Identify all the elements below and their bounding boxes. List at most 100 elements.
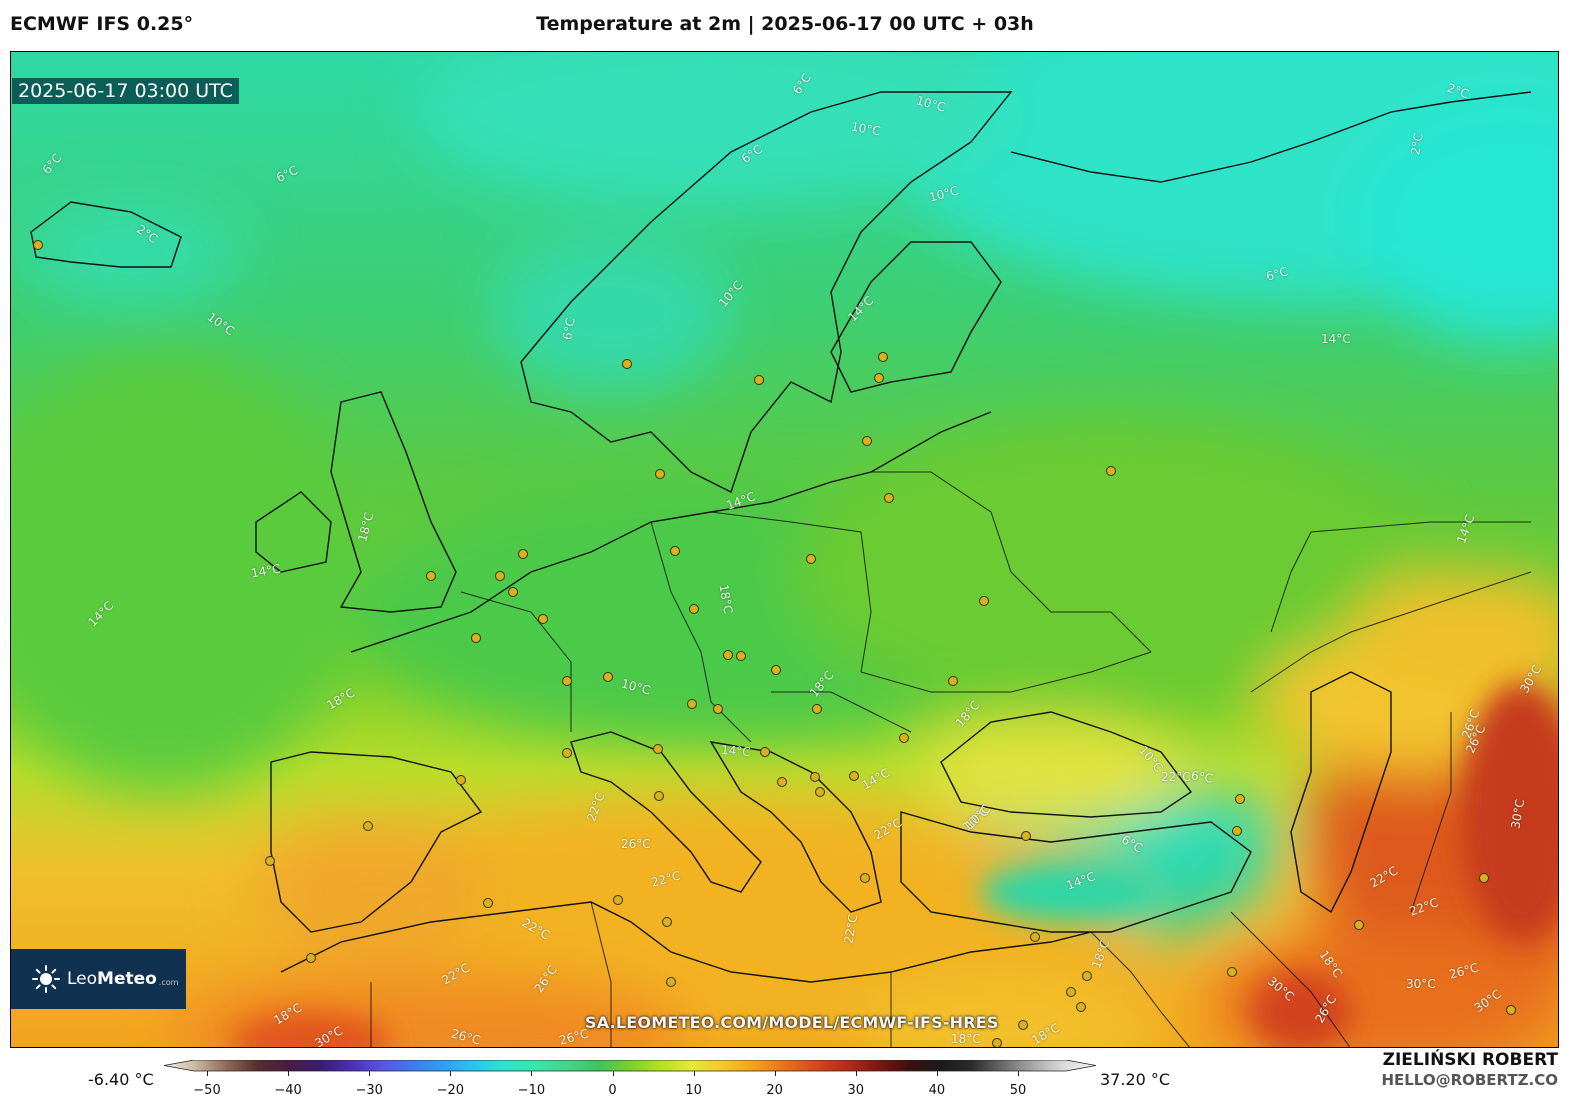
colorbar-tick-label: 30 bbox=[847, 1083, 865, 1098]
colorbar-tick-mark bbox=[288, 1071, 290, 1076]
valid-time-badge: 2025-06-17 03:00 UTC bbox=[12, 78, 239, 104]
city-marker bbox=[1030, 932, 1040, 942]
city-marker bbox=[992, 1038, 1002, 1047]
borders bbox=[370, 471, 1532, 1047]
colorbar-tick-label: 20 bbox=[766, 1083, 783, 1098]
colorbar-min-label: -6.40 °C bbox=[88, 1070, 154, 1089]
contour-label: 26°C bbox=[621, 837, 651, 851]
city-marker bbox=[306, 953, 316, 963]
colorbar-tick-label: −30 bbox=[355, 1083, 383, 1098]
city-marker bbox=[518, 549, 528, 559]
city-marker bbox=[1479, 873, 1489, 883]
colorbar-max-label: 37.20 °C bbox=[1100, 1070, 1171, 1089]
city-marker bbox=[1232, 826, 1242, 836]
city-marker bbox=[860, 873, 870, 883]
colorbar-tick-mark bbox=[369, 1071, 371, 1076]
city-marker bbox=[33, 240, 43, 250]
model-name: ECMWF IFS 0.25° bbox=[10, 13, 194, 35]
city-marker bbox=[771, 665, 781, 675]
colorbar-tick-mark bbox=[1018, 1071, 1019, 1076]
city-marker bbox=[654, 791, 664, 801]
city-marker bbox=[622, 359, 632, 369]
city-marker bbox=[713, 704, 723, 714]
temperature-map: 2025-06-17 03:00 UTC 6°C 6°C 2°C 10°C 10… bbox=[10, 51, 1559, 1048]
temperature-field bbox=[11, 52, 1558, 1047]
colorbar-tick-mark bbox=[531, 1071, 533, 1076]
colorbar-tick-mark bbox=[207, 1071, 208, 1076]
city-marker bbox=[666, 977, 676, 987]
colorbar-tick-mark bbox=[693, 1071, 695, 1076]
city-marker bbox=[815, 787, 825, 797]
city-marker bbox=[1354, 920, 1364, 930]
city-marker bbox=[1106, 466, 1116, 476]
colorbar-tick-label: −50 bbox=[193, 1083, 221, 1098]
city-marker bbox=[1235, 794, 1245, 804]
city-marker bbox=[471, 633, 481, 643]
city-marker bbox=[538, 614, 548, 624]
city-marker bbox=[878, 352, 888, 362]
coastlines bbox=[30, 91, 1532, 983]
city-marker bbox=[874, 373, 884, 383]
brand-name: LeoMeteo bbox=[67, 969, 157, 989]
city-marker bbox=[810, 772, 820, 782]
city-marker bbox=[849, 771, 859, 781]
contour-label: 18°C bbox=[951, 1032, 981, 1046]
city-marker bbox=[1076, 1002, 1086, 1012]
colorbar-tick-mark bbox=[450, 1071, 452, 1076]
city-marker bbox=[884, 493, 894, 503]
colorbar-tick-label: 0 bbox=[608, 1083, 617, 1098]
sun-icon bbox=[32, 965, 60, 993]
city-marker bbox=[812, 704, 822, 714]
city-marker bbox=[662, 917, 672, 927]
colorbar-tick-mark bbox=[774, 1071, 776, 1076]
colorbar-tick-label: 40 bbox=[928, 1083, 946, 1098]
city-marker bbox=[670, 546, 680, 556]
city-marker bbox=[736, 651, 746, 661]
brand-domain: .com bbox=[158, 977, 179, 987]
colorbar-tick-mark bbox=[855, 1071, 857, 1076]
author-email: HELLO@ROBERTZ.CO bbox=[1381, 1071, 1558, 1089]
colorbar-tick-mark bbox=[612, 1071, 614, 1076]
colorbar-tick-label: −10 bbox=[517, 1083, 546, 1098]
colorbar bbox=[164, 1060, 1096, 1072]
city-marker bbox=[806, 554, 816, 564]
contour-label: 14°C bbox=[720, 742, 752, 760]
colorbar-tick-label: −40 bbox=[274, 1083, 302, 1098]
chart-title: Temperature at 2m | 2025-06-17 00 UTC + … bbox=[536, 13, 1034, 35]
city-marker bbox=[426, 571, 436, 581]
city-marker bbox=[862, 436, 872, 446]
city-marker bbox=[1227, 967, 1237, 977]
city-marker bbox=[1066, 987, 1076, 997]
city-marker bbox=[1082, 971, 1092, 981]
city-marker bbox=[979, 596, 989, 606]
city-marker bbox=[456, 775, 466, 785]
city-marker bbox=[899, 733, 909, 743]
city-marker bbox=[508, 587, 518, 597]
city-marker bbox=[483, 898, 493, 908]
city-marker bbox=[265, 856, 275, 866]
city-marker bbox=[760, 747, 770, 757]
leometeo-logo: LeoMeteo .com bbox=[11, 949, 186, 1009]
colorbar-tick-label: 10 bbox=[685, 1083, 702, 1098]
city-marker bbox=[562, 748, 572, 758]
city-marker bbox=[613, 895, 623, 905]
city-marker bbox=[562, 676, 572, 686]
city-marker bbox=[1506, 1005, 1516, 1015]
city-marker bbox=[495, 571, 505, 581]
map-watermark: SA.LEOMETEO.COM/MODEL/ECMWF-IFS-HRES bbox=[585, 1013, 999, 1032]
city-marker bbox=[363, 821, 373, 831]
colorbar-tick-label: 50 bbox=[1009, 1083, 1027, 1098]
colorbar-tick-label: −20 bbox=[436, 1083, 465, 1098]
city-marker bbox=[1018, 1020, 1028, 1030]
colorbar-tick-mark bbox=[936, 1071, 938, 1076]
city-marker bbox=[687, 699, 697, 709]
contour-label: 30°C bbox=[1406, 977, 1436, 991]
city-marker bbox=[948, 676, 958, 686]
city-marker bbox=[1021, 831, 1031, 841]
contour-label: 22°C bbox=[1161, 770, 1191, 784]
city-marker bbox=[777, 777, 787, 787]
contour-label: 14°C bbox=[1321, 332, 1351, 346]
city-marker bbox=[689, 604, 699, 614]
city-marker bbox=[653, 744, 663, 754]
author-credit: ZIELIŃSKI ROBERT bbox=[1382, 1050, 1558, 1070]
